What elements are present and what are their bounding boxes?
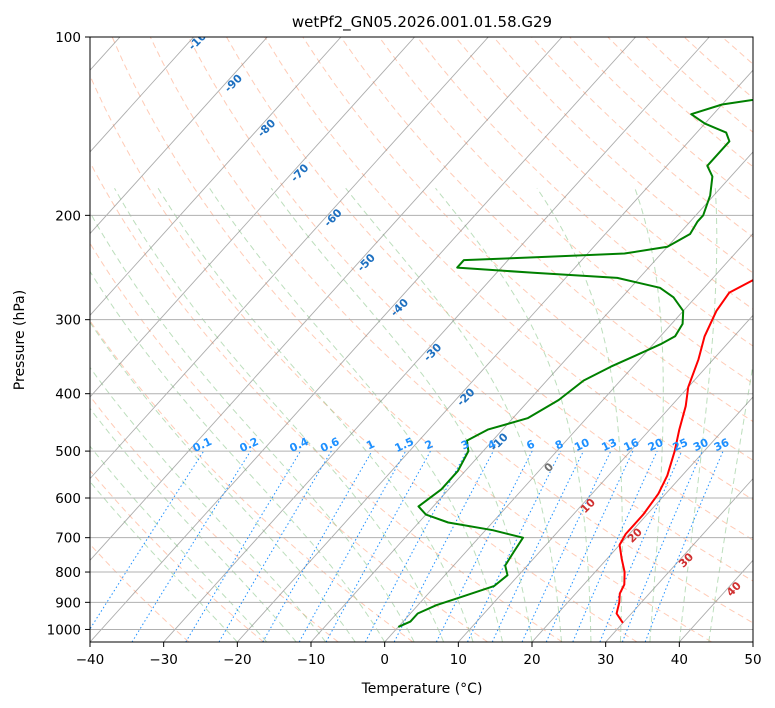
dewpoint-line: [397, 98, 753, 628]
mixing-ratio-line: [185, 450, 301, 642]
moist-adiabat: [345, 187, 562, 642]
mixing-ratio-label: 10: [572, 436, 592, 454]
isotherm: [90, 37, 268, 235]
x-tick-label: −20: [223, 652, 252, 668]
dry-adiabat: [90, 242, 488, 642]
moist-adiabat: [90, 445, 268, 642]
isotherm: [457, 314, 753, 642]
isotherm: [90, 37, 563, 561]
y-tick-label: 900: [55, 595, 81, 611]
chart-title: wetPf2_GN05.2026.001.01.58.G29: [292, 13, 552, 32]
y-tick-label: 100: [55, 30, 81, 46]
dry-adiabat: [90, 395, 339, 642]
isotherm: [236, 69, 753, 642]
moist-adiabat: [90, 407, 297, 642]
x-tick-label: 10: [450, 652, 467, 668]
isotherm: [90, 37, 489, 480]
y-tick-label: 500: [55, 444, 81, 460]
moist-adiabat: [157, 187, 474, 642]
mixing-ratio-line: [545, 450, 634, 642]
mixing-ratio-label: 36: [712, 436, 732, 454]
mixing-ratio-line: [90, 450, 205, 630]
mixing-ratio-line: [298, 450, 407, 642]
moist-adiabat: [90, 480, 238, 642]
x-tick-label: 30: [597, 652, 614, 668]
mixing-ratio-line: [364, 450, 468, 642]
x-tick-label: 20: [523, 652, 540, 668]
isotherm: [90, 37, 342, 316]
x-tick-label: −40: [76, 652, 105, 668]
y-axis-label: Pressure (hPa): [12, 290, 28, 390]
axes: −40 −30 −20 −10 0 10 20 30 40 50 100 200 300 400 500 60…: [47, 30, 762, 668]
y-tick-label: 300: [55, 313, 81, 329]
isotherm: [90, 37, 415, 398]
temperature-line: [615, 279, 753, 624]
y-tick-label: 800: [55, 565, 81, 581]
plot-frame: [89, 36, 754, 643]
moist-adiabat: [90, 366, 327, 642]
moist-adiabat: [270, 187, 533, 642]
x-tick-label: −30: [149, 652, 178, 668]
mixing-ratio-line: [599, 450, 683, 642]
mixing-ratio-line: [621, 450, 703, 642]
dry-adiabat: [149, 37, 753, 624]
isotherm: [163, 37, 710, 642]
isotherm: [384, 232, 753, 642]
moist-adiabat: [90, 270, 386, 642]
mixing-ratio-line: [435, 450, 533, 642]
dry-adiabat: [111, 37, 712, 642]
mixing-ratio-label: 13: [600, 436, 619, 454]
moist-adiabat: [678, 188, 718, 642]
dry-adiabat: [90, 543, 190, 642]
mixing-ratio-label: 30: [691, 436, 711, 454]
x-tick-label: 0: [380, 652, 389, 668]
x-axis-label: Temperature (°C): [361, 681, 483, 697]
background-lines: [90, 37, 753, 642]
x-tick-label: 40: [671, 652, 688, 668]
dry-adiabat: [416, 37, 753, 347]
moist-adiabat: [536, 187, 623, 642]
isotherm: [310, 151, 753, 642]
dry-adiabat: [90, 161, 563, 642]
isotherm: [605, 477, 753, 642]
dry-adiabat: [454, 37, 753, 310]
x-tick-label: −10: [297, 652, 326, 668]
moist-adiabat: [634, 188, 664, 642]
y-tick-label: 1000: [47, 622, 81, 638]
y-tick-label: 700: [55, 531, 81, 547]
isotherm: [531, 396, 753, 642]
y-tick-label: 400: [55, 387, 81, 403]
isotherm: [90, 37, 194, 153]
moist-adiabat: [209, 187, 503, 642]
mixing-ratio-line: [644, 450, 724, 642]
profile-lines: [397, 98, 753, 628]
isotherm: [90, 37, 636, 642]
mixing-ratio-label: 25: [671, 436, 690, 454]
y-tick-label: 200: [55, 208, 81, 224]
moist-adiabat: [90, 321, 356, 642]
mixing-ratio-line: [325, 450, 431, 642]
x-tick-label: 50: [744, 652, 761, 668]
mixing-ratio-label: 20: [646, 436, 666, 454]
y-tick-label: 600: [55, 491, 81, 507]
mixing-ratio-line: [572, 450, 658, 642]
moist-adiabat: [90, 211, 415, 642]
dry-adiabat: [90, 469, 264, 642]
mixing-ratio-label: 16: [622, 436, 642, 454]
